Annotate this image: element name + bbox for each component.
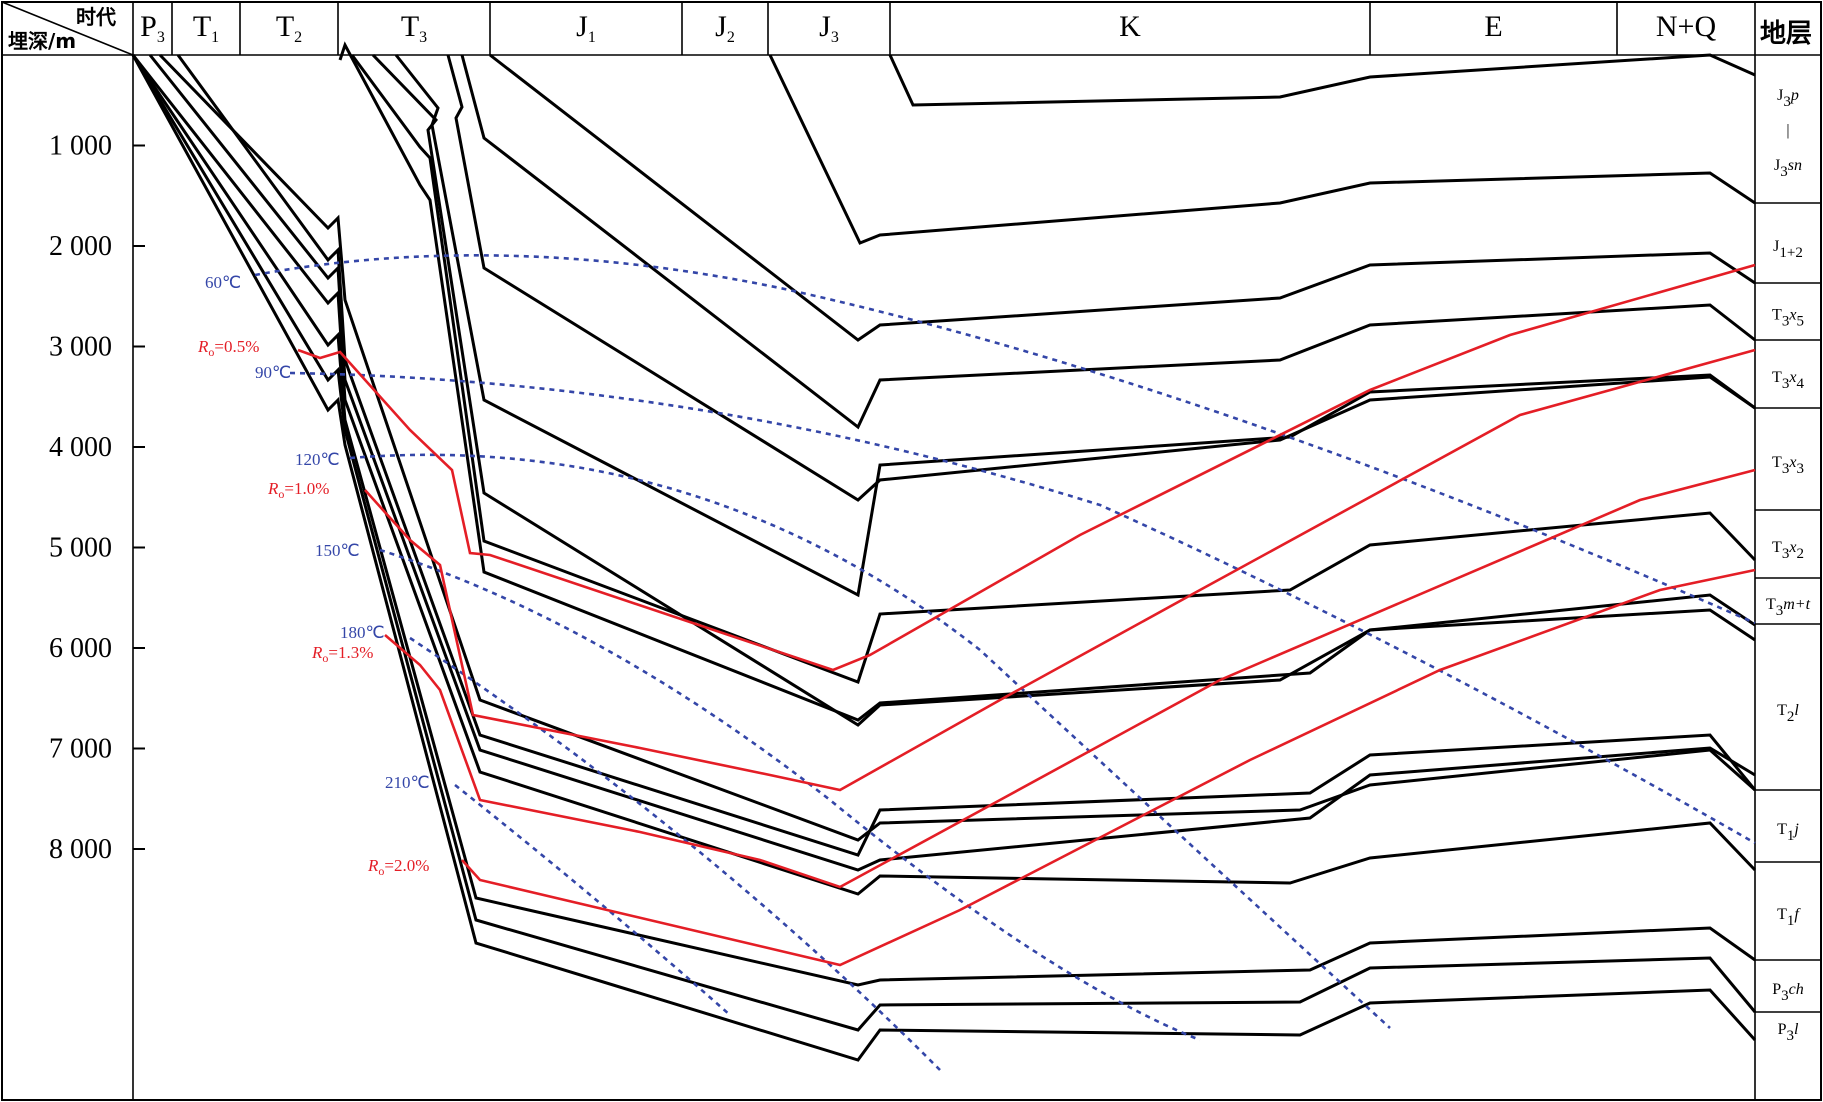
burial-curve [176,54,1757,857]
isotherm-label: 120℃ [295,450,340,469]
y-tick-label: 2 000 [49,231,112,262]
period-header: P3 T1 T2 T3 J1 J2 J3 K E N+Q [140,2,1716,55]
maturity-curves [297,263,1756,967]
burial-curve [489,53,1756,342]
burial-curve [131,54,1757,896]
maturity-curve [297,263,1756,672]
period-label: T2 [276,10,302,46]
maturity-label: Ro=1.0% [267,479,329,501]
strata-label: T1j [1777,821,1799,844]
isotherm-curve [289,371,1756,845]
maturity-curve [384,468,1756,889]
strata-label: J3p [1777,87,1799,110]
period-label: P3 [140,10,165,46]
isotherm-curve [454,783,731,1016]
burial-curve [768,54,1756,245]
strata-header: 地层 [1760,19,1812,49]
isotherm-curve [379,548,1201,1042]
period-label: J2 [715,10,735,46]
strata-separator: | [1786,122,1789,139]
strata-label: J3sn [1774,157,1802,180]
burial-curve [131,54,1757,1032]
burial-curve [131,54,1756,987]
corner-diagonal [1,1,134,56]
curve-labels: 60℃ 90℃ 120℃ 150℃ 180℃ 210℃ Ro=0.5% Ro=1.0% Ro=1… [197,273,430,878]
burial-curves [131,41,1757,1062]
burial-curve [446,54,1756,502]
y-tick-label: 4 000 [49,432,112,463]
period-label: J3 [819,10,839,46]
maturity-curve [461,568,1756,967]
burial-curve [888,53,1756,107]
depth-axis: 1 000 2 000 3 000 4 000 5 000 6 000 7 000 8 000 [49,131,145,865]
burial-curve [148,54,1756,872]
y-tick-label: 6 000 [49,633,112,664]
maturity-label: Ro=2.0% [367,856,429,878]
y-tick-label: 7 000 [49,734,112,765]
strata-label: T3x5 [1772,307,1804,330]
burial-curve [338,41,1756,722]
y-tick-label: 8 000 [49,834,112,865]
y-tick-label: 5 000 [49,533,112,564]
strata-label: T3x2 [1772,539,1804,562]
strata-label: T1f [1777,906,1801,929]
period-label: K [1119,10,1141,43]
corner-top-label: 时代 [76,5,116,29]
strata-label: P3ch [1772,981,1804,1004]
burial-curve [394,54,1756,598]
isotherm-label: 150℃ [315,541,360,560]
y-tick-label: 1 000 [49,131,112,162]
burial-curve [460,54,1756,430]
strata-label: T3x3 [1772,454,1804,477]
period-label: E [1484,10,1502,43]
period-label: N+Q [1656,10,1717,43]
period-label: T1 [193,10,219,46]
burial-curve [371,53,1756,727]
isotherm-label: 60℃ [205,273,241,292]
isotherm-label: 90℃ [255,363,291,382]
strata-label: T2l [1777,702,1799,725]
strata-column: J3p | J3sn J1+2 T3x5 T3x4 T3x3 T3x2 T3m+t T2l T1j T… [1755,87,1821,1044]
burial-curve [158,53,1756,842]
isotherm-label: 210℃ [385,773,430,792]
strata-label: P3l [1778,1021,1799,1044]
period-label: J1 [576,10,596,46]
isotherm-label: 180℃ [340,623,385,642]
y-tick-label: 3 000 [49,332,112,363]
burial-curve [131,54,1757,1062]
maturity-curve [364,348,1756,792]
maturity-label: Ro=0.5% [197,337,259,359]
period-label: T3 [401,10,427,46]
strata-label: T3m+t [1766,596,1811,619]
maturity-label: Ro=1.3% [311,643,373,665]
isotherm-curve [254,254,1756,625]
burial-curve [350,54,1757,684]
strata-label: J1+2 [1773,238,1803,261]
strata-label: T3x4 [1772,369,1804,392]
isotherm-curve [349,453,1391,1029]
corner-bottom-label: 埋深/m [8,29,76,53]
